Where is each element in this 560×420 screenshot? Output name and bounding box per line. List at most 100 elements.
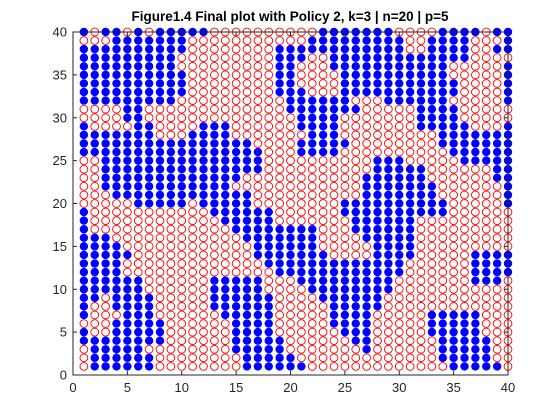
point-blue [329,276,339,285]
point-red [199,284,208,294]
point-blue [482,156,491,165]
point-red [242,79,252,88]
point-red [405,44,415,54]
point-red [166,242,176,251]
point-red [253,44,263,54]
point-red [438,284,448,294]
point-red [101,190,110,200]
point-blue [166,96,176,105]
point-blue [90,259,99,268]
point-blue [286,353,295,363]
point-red [253,121,263,131]
point-blue [253,345,263,354]
point-red [362,96,371,105]
point-red [449,156,458,165]
point-red [394,130,404,140]
point-blue [416,104,426,114]
point-blue [264,207,273,217]
point-red [351,344,361,354]
point-red [318,61,328,71]
point-blue [340,53,350,62]
point-blue [112,259,121,268]
point-red [144,250,154,260]
point-red [384,302,393,311]
point-red [231,79,241,88]
point-blue [199,156,208,165]
point-red [329,327,339,337]
point-red [275,156,284,165]
point-red [188,79,197,88]
point-blue [90,276,99,285]
point-blue [460,353,469,363]
point-blue [134,302,143,311]
point-blue [253,147,263,157]
point-red [362,139,371,148]
point-red [79,173,89,183]
point-blue [395,53,404,62]
point-blue [90,345,99,354]
point-blue [395,207,404,217]
point-red [177,130,187,140]
point-red [492,190,502,200]
point-blue [123,345,132,354]
point-blue [166,165,176,174]
point-blue [297,250,306,260]
point-blue [362,293,371,303]
point-red [492,199,502,208]
point-blue [384,190,393,200]
point-blue [134,293,143,303]
point-red [210,336,219,346]
point-red [220,267,230,277]
point-blue [286,79,295,88]
point-blue [134,310,143,320]
point-blue [373,293,382,303]
point-red [199,113,208,123]
point-red [351,113,361,123]
point-blue [427,122,437,131]
point-blue [144,182,154,191]
point-red [210,87,219,97]
point-red [123,207,132,217]
point-red [405,353,415,363]
point-blue [134,147,143,157]
point-red [275,164,284,174]
point-red [373,96,382,105]
point-blue [275,62,284,71]
point-red [188,199,197,208]
point-red [253,190,263,200]
point-red [199,242,208,251]
point-blue [384,216,393,225]
point-blue [329,53,339,62]
point-blue [90,96,99,105]
point-red [90,327,100,337]
point-blue [329,130,339,140]
point-red [438,362,448,371]
point-blue [308,259,317,268]
point-blue [460,319,469,328]
point-red [481,199,491,208]
point-red [481,327,491,337]
point-red [471,173,480,183]
point-red [123,233,132,243]
point-red [416,319,426,328]
point-blue [166,199,176,208]
point-blue [112,96,121,105]
point-blue [438,327,447,337]
point-red [416,362,426,371]
point-red [112,216,121,226]
point-red [492,70,502,80]
point-red [264,87,274,97]
x-tick-label: 5 [124,380,131,395]
point-blue [253,233,263,243]
point-red [188,207,197,217]
point-blue [492,130,502,140]
point-blue [384,44,393,54]
point-blue [144,173,154,182]
point-red [79,104,89,114]
point-blue [123,276,132,285]
point-red [112,310,121,320]
point-blue [351,310,360,320]
point-blue [90,293,99,303]
point-red [264,190,274,200]
